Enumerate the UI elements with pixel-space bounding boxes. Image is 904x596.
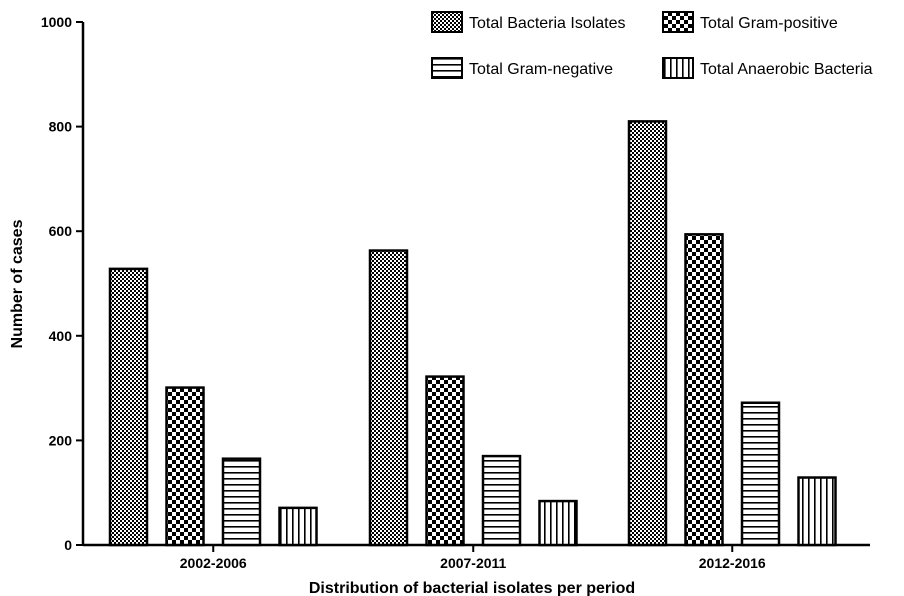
legend-label: Total Anaerobic Bacteria <box>700 61 873 78</box>
bar-1-2012-2016 <box>627 120 668 547</box>
bar-2-2012-2016 <box>684 233 724 547</box>
bar-2-2002-2006 <box>165 386 205 547</box>
y-tick-label: 400 <box>49 328 73 344</box>
legend-swatch <box>662 11 694 33</box>
x-tick-label: 2007-2011 <box>440 555 506 571</box>
legend-swatch <box>431 11 463 33</box>
y-axis-title: Number of cases <box>9 219 26 348</box>
x-axis-title: Distribution of bacterial isolates per p… <box>309 580 635 596</box>
bar-2-2007-2011 <box>425 375 465 547</box>
bar-1-2007-2011 <box>368 249 409 547</box>
bar-3-2002-2006 <box>221 457 262 547</box>
x-tick-label: 2012-2016 <box>699 555 766 571</box>
legend: Total Bacteria Isolates Total Gram-positi… <box>431 11 873 79</box>
bar-3-2012-2016 <box>740 401 781 547</box>
legend-label: Total Gram-negative <box>469 61 613 78</box>
bar-4-2002-2006 <box>278 506 318 547</box>
bar-3-2007-2011 <box>481 454 522 547</box>
legend-label: Total Bacteria Isolates <box>469 15 626 32</box>
bar-4-2007-2011 <box>538 499 578 547</box>
legend-swatch <box>431 57 463 79</box>
y-tick-label: 1000 <box>41 14 72 30</box>
y-tick-label: 600 <box>49 223 73 239</box>
y-tick-label: 0 <box>64 537 72 553</box>
legend-swatch <box>662 57 694 79</box>
bars-group <box>108 120 837 547</box>
bar-1-2002-2006 <box>108 267 149 547</box>
bar-4-2012-2016 <box>797 476 837 547</box>
y-tick-label: 800 <box>49 119 73 135</box>
legend-label: Total Gram-positive <box>700 15 838 32</box>
y-tick-label: 200 <box>49 432 73 448</box>
x-tick-label: 2002-2006 <box>180 555 247 571</box>
x-axis: 2002-2006 2007-2011 2012-2016 <box>83 543 870 571</box>
y-axis: 0 200 400 600 800 1000 <box>41 14 85 553</box>
